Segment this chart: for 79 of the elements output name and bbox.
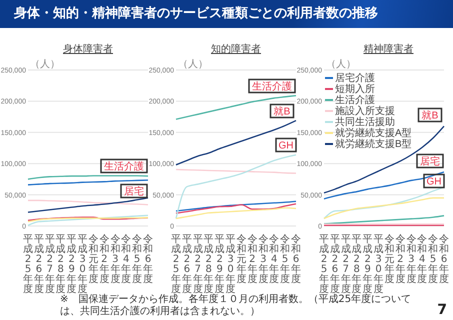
annotation: GH bbox=[426, 176, 442, 188]
line-series bbox=[175, 154, 297, 220]
line-series bbox=[323, 126, 445, 194]
callout-box: 生活介護 bbox=[100, 158, 148, 174]
x-tick-label: 令和2年度 bbox=[247, 233, 258, 285]
x-tick-label: 令和3年度 bbox=[406, 233, 416, 285]
x-tick-label: 令和5年度 bbox=[428, 233, 438, 285]
x-tick-label: 令和元年度 bbox=[384, 233, 394, 285]
x-tick-label: 平成27年度 bbox=[44, 234, 55, 295]
line-series bbox=[175, 207, 297, 220]
y-axis-title: （人） bbox=[178, 59, 208, 70]
text: ※ 国保連データから作成。各年度１０月の利用者数。（平成25年度については、共同生活介護の利用者は含まれない。） bbox=[60, 294, 412, 318]
x-tick-label: 平成26年度 bbox=[330, 234, 340, 295]
annotation: 就B bbox=[274, 106, 291, 118]
chart-title: 身体障害者 bbox=[62, 42, 114, 56]
chart-title: 知的障害者 bbox=[210, 42, 262, 56]
x-tick-label: 令和4年度 bbox=[417, 233, 428, 285]
line-series bbox=[175, 200, 297, 212]
x-tick-label: 令和3年度 bbox=[258, 233, 268, 285]
annotation: GH bbox=[278, 140, 294, 152]
x-tick-label: 令和6年度 bbox=[291, 233, 301, 285]
callout-box: 生活介護 bbox=[248, 78, 296, 94]
x-tick-label: 令和6年度 bbox=[143, 233, 153, 285]
line-series bbox=[323, 171, 445, 200]
line-series bbox=[27, 214, 149, 226]
x-tick-label: 平成27年度 bbox=[340, 234, 351, 295]
annotation: 生活介護 bbox=[104, 160, 144, 172]
callout-box: 居宅 bbox=[416, 154, 444, 168]
x-tick-label: 平成29年度 bbox=[66, 234, 77, 295]
x-tick-label: 平成30年度 bbox=[78, 234, 88, 295]
x-tick-label: 平成25年度 bbox=[319, 234, 329, 295]
line-series bbox=[323, 215, 445, 224]
x-tick-label: 令和2年度 bbox=[395, 233, 406, 285]
annotation: 生活介護 bbox=[252, 80, 292, 92]
legend-label: 居宅介護 bbox=[335, 72, 375, 84]
x-tick-label: 平成26年度 bbox=[34, 234, 44, 295]
legend-label: 短期入所 bbox=[335, 82, 375, 94]
x-tick-label: 令和元年度 bbox=[236, 233, 246, 285]
x-tick-label: 平成26年度 bbox=[182, 234, 192, 295]
x-tick-label: 令和5年度 bbox=[280, 233, 290, 285]
line-series bbox=[323, 197, 445, 220]
callout-box: 居宅 bbox=[120, 184, 148, 198]
callout-box: 就B bbox=[270, 104, 294, 118]
legend-label: 共同生活援助 bbox=[335, 116, 395, 128]
x-tick-label: 平成28年度 bbox=[352, 234, 362, 295]
annotation: 居宅 bbox=[124, 186, 144, 198]
x-tick-label: 令和5年度 bbox=[132, 233, 142, 285]
callout-box: GH bbox=[423, 174, 445, 188]
x-tick-label: 平成28年度 bbox=[56, 234, 66, 295]
legend-label: 施設入所支援 bbox=[335, 104, 395, 116]
annotation: 就B bbox=[422, 110, 439, 122]
y-axis-title: （人） bbox=[30, 59, 60, 70]
x-tick-label: 令和3年度 bbox=[110, 233, 120, 285]
x-tick-label: 令和6年度 bbox=[439, 233, 449, 285]
legend-label: 生活介護 bbox=[335, 94, 375, 106]
x-tick-label: 令和2年度 bbox=[99, 233, 110, 285]
x-tick-label: 平成25年度 bbox=[171, 234, 181, 295]
chart-title: 精神障害者 bbox=[362, 42, 414, 56]
x-tick-label: 平成28年度 bbox=[204, 234, 214, 295]
x-tick-label: 平成30年度 bbox=[374, 234, 384, 295]
x-tick-label: 令和4年度 bbox=[269, 233, 280, 285]
x-tick-label: 平成27年度 bbox=[192, 234, 203, 295]
x-tick-label: 令和4年度 bbox=[121, 233, 132, 285]
x-tick-label: 平成29年度 bbox=[214, 234, 225, 295]
legend-label: 就労継続支援B型 bbox=[335, 138, 412, 150]
x-tick-label: 平成29年度 bbox=[362, 234, 373, 295]
x-tick-label: 平成25年度 bbox=[23, 234, 33, 295]
legend-label: 就労継続支援A型 bbox=[335, 126, 412, 138]
y-axis-title: （人） bbox=[326, 59, 356, 70]
x-tick-label: 平成30年度 bbox=[226, 234, 236, 295]
annotation: 居宅 bbox=[420, 156, 440, 168]
line-series bbox=[175, 120, 297, 166]
line-series bbox=[175, 203, 297, 214]
x-tick-label: 令和元年度 bbox=[88, 233, 98, 285]
callout-box: GH bbox=[275, 138, 297, 152]
callout-box: 就B bbox=[418, 108, 442, 122]
text: 身体・知的・精神障害者のサービス種類ごとの利用者数の推移 bbox=[0, 0, 453, 28]
text: 7 bbox=[437, 302, 448, 318]
line-series bbox=[175, 94, 297, 120]
